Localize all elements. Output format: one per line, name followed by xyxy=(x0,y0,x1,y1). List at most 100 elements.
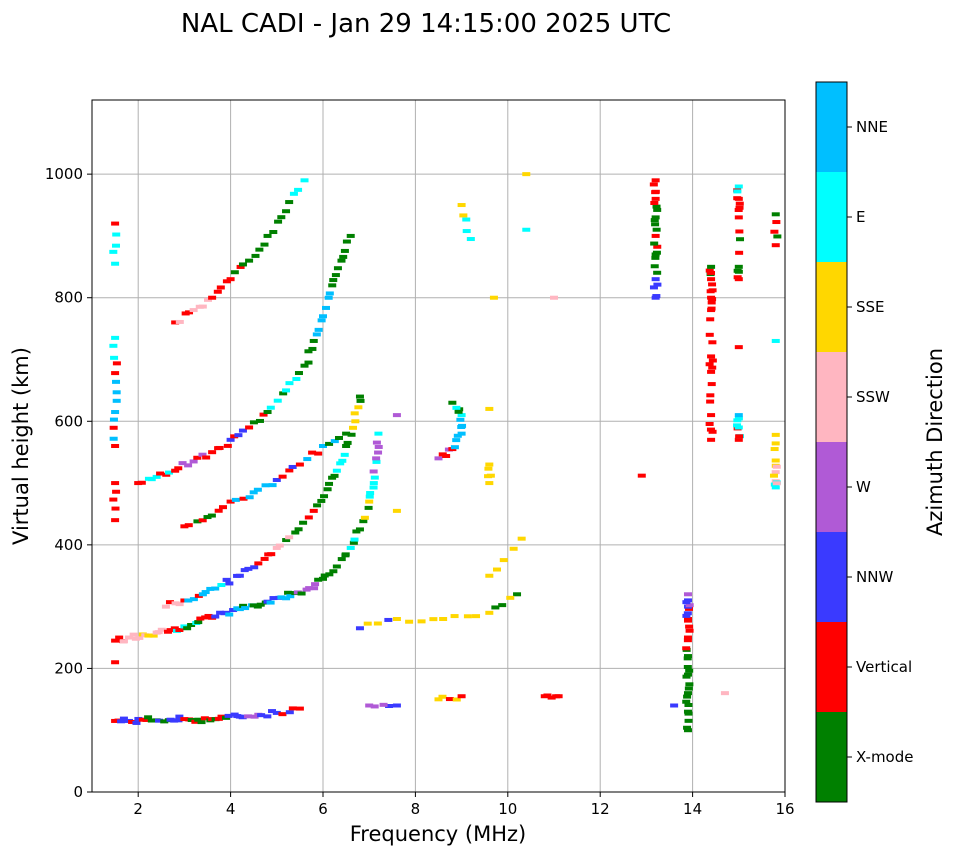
echo-point xyxy=(239,603,248,608)
echo-point xyxy=(222,577,231,582)
echo-point xyxy=(462,217,471,222)
echo-point xyxy=(707,270,716,275)
echo-point xyxy=(683,709,692,714)
echo-point xyxy=(685,668,694,673)
echo-point xyxy=(405,619,414,624)
echo-point xyxy=(374,444,383,449)
echo-point xyxy=(111,221,120,226)
echo-point xyxy=(734,413,743,418)
echo-point xyxy=(285,535,294,540)
echo-point xyxy=(708,282,717,287)
echo-point xyxy=(119,716,128,721)
echo-point xyxy=(347,432,356,437)
echo-point xyxy=(314,327,323,332)
echo-point xyxy=(305,586,314,591)
echo-point xyxy=(175,714,184,719)
echo-point xyxy=(653,244,662,249)
echo-point xyxy=(154,630,163,635)
echo-point xyxy=(771,441,780,446)
echo-point xyxy=(352,529,361,534)
colorbar-segment xyxy=(816,82,847,172)
echo-point xyxy=(198,304,207,309)
echo-point xyxy=(156,471,165,476)
echo-point xyxy=(708,288,717,293)
echo-point xyxy=(115,635,124,640)
echo-point xyxy=(350,411,359,416)
echo-point xyxy=(144,633,153,638)
echo-point xyxy=(771,338,780,343)
echo-point xyxy=(272,710,281,715)
colorbar-category-label: SSE xyxy=(856,298,885,316)
echo-point xyxy=(330,439,339,444)
echo-point xyxy=(334,435,343,440)
echo-point xyxy=(112,361,121,366)
echo-point xyxy=(216,610,225,615)
echo-point xyxy=(132,720,141,725)
echo-point xyxy=(457,431,466,436)
echo-point xyxy=(517,536,526,541)
echo-point xyxy=(309,338,318,343)
echo-point xyxy=(222,279,231,284)
echo-point xyxy=(350,537,359,542)
echo-point xyxy=(683,728,692,733)
echo-point xyxy=(319,314,327,319)
echo-point xyxy=(456,417,465,422)
echo-point xyxy=(439,617,448,621)
echo-point xyxy=(285,710,294,715)
echo-point xyxy=(513,592,522,597)
echo-point xyxy=(272,477,281,482)
colorbar-category-label: X-mode xyxy=(856,748,913,766)
echo-point xyxy=(707,382,716,387)
colorbar-category-label: Vertical xyxy=(856,658,912,676)
echo-point xyxy=(162,472,171,477)
echo-point xyxy=(355,527,364,532)
echo-point xyxy=(109,417,118,422)
echo-point xyxy=(452,405,461,410)
echo-point xyxy=(550,295,558,300)
echo-point xyxy=(213,289,222,294)
colorbar-segment xyxy=(816,442,847,532)
echo-point xyxy=(317,318,326,323)
echo-point xyxy=(226,499,235,504)
echo-point xyxy=(198,518,207,523)
echo-point xyxy=(392,703,401,708)
echo-point xyxy=(300,178,309,183)
echo-point xyxy=(319,444,327,448)
echo-point xyxy=(295,706,304,711)
echo-point xyxy=(230,434,239,439)
colorbar-segment xyxy=(816,172,847,262)
echo-point xyxy=(294,371,303,376)
echo-point xyxy=(366,491,375,496)
echo-point xyxy=(109,436,118,441)
echo-point xyxy=(110,355,119,360)
echo-point xyxy=(450,445,459,450)
echo-point xyxy=(109,249,118,254)
echo-point xyxy=(238,428,247,433)
echo-point xyxy=(472,614,481,619)
echo-point xyxy=(284,590,293,595)
echo-point xyxy=(109,343,118,348)
echo-point xyxy=(499,558,508,563)
echo-point xyxy=(342,239,351,244)
echo-point xyxy=(355,394,364,399)
echo-point xyxy=(707,369,716,374)
echo-point xyxy=(321,305,330,310)
echo-point xyxy=(323,487,332,492)
echo-point xyxy=(651,277,660,282)
echo-point xyxy=(312,332,321,337)
echo-point xyxy=(771,485,780,490)
echo-point xyxy=(109,425,118,430)
echo-point xyxy=(329,569,338,574)
echo-point xyxy=(683,635,692,640)
echo-point xyxy=(174,466,183,471)
echo-point xyxy=(255,247,264,252)
echo-point xyxy=(144,715,153,720)
echo-point xyxy=(705,362,714,367)
echo-point xyxy=(650,241,659,246)
echo-point xyxy=(175,319,184,324)
x-tick-label: 4 xyxy=(226,800,236,818)
echo-point xyxy=(448,400,457,405)
echo-point xyxy=(214,508,223,513)
echo-point xyxy=(372,440,381,445)
echo-point xyxy=(253,487,262,492)
